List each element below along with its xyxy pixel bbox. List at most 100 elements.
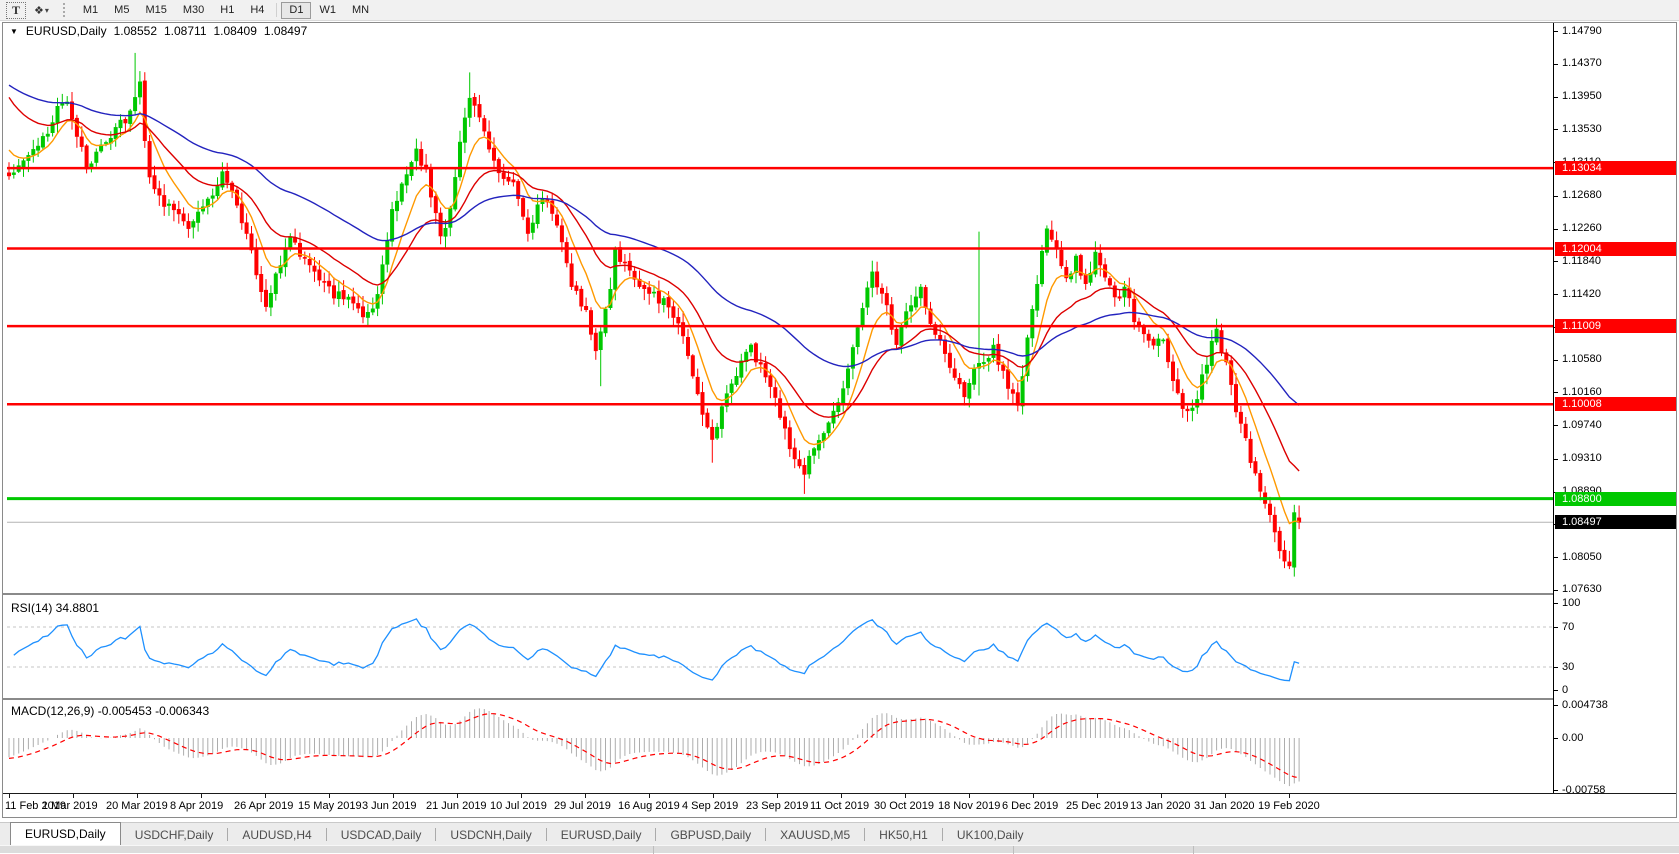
- chart-tab-audusd-h4[interactable]: AUDUSD,H4: [242, 827, 312, 842]
- rsi-indicator-label: RSI(14) 34.8801: [11, 601, 100, 615]
- tab-separator: [655, 828, 657, 841]
- date-axis-tick-label: 31 Jan 2020: [1194, 800, 1255, 812]
- date-axis-tick-label: 11 Feb 2019: [5, 800, 66, 812]
- chart-tab-xauusd-m5[interactable]: XAUUSD,M5: [780, 827, 851, 842]
- indicators-button[interactable]: ❖ ▾: [28, 2, 55, 19]
- price-axis-tick: [1554, 195, 1558, 197]
- price-axis-tick: [1554, 359, 1558, 361]
- price-axis-tick: [1554, 129, 1558, 131]
- timeframe-button-D1[interactable]: D1: [281, 1, 312, 19]
- macd-axis-tick-label: -0.00758: [1562, 783, 1606, 796]
- date-axis-tick-label: 30 Oct 2019: [874, 800, 934, 812]
- date-axis-tick: [905, 794, 906, 798]
- price-axis-tick: [1554, 31, 1558, 32]
- rsi-axis-tick: [1554, 690, 1558, 691]
- timeframe-button-H4[interactable]: H4: [250, 4, 265, 16]
- status-divider: [1193, 846, 1194, 854]
- price-axis-tick: [1554, 294, 1558, 296]
- rsi-axis-tick-label: 30: [1562, 660, 1575, 673]
- tab-separator: [435, 828, 437, 841]
- price-axis-tick-label: 1.14370: [1562, 57, 1602, 70]
- chart-tab-usdchf-daily[interactable]: USDCHF,Daily: [134, 827, 214, 842]
- rsi-axis-tick: [1554, 603, 1558, 604]
- ohlc-high: 1.08711: [164, 24, 207, 38]
- date-axis-tick: [1225, 794, 1226, 798]
- timeframe-button-W1[interactable]: W1: [319, 4, 336, 16]
- date-axis-tick: [969, 794, 970, 798]
- price-chart-canvas[interactable]: [7, 23, 1553, 593]
- chart-tab-hk50-h1[interactable]: HK50,H1: [879, 827, 928, 842]
- date-axis-tick: [201, 794, 202, 798]
- collapse-triangle-icon: ▼: [10, 26, 18, 36]
- rsi-axis-tick-label: 0: [1562, 683, 1569, 696]
- macd-axis-tick: [1554, 790, 1558, 791]
- rsi-axis-tick: [1554, 667, 1558, 668]
- chart-tab-usdcnh-daily[interactable]: USDCNH,Daily: [450, 827, 532, 842]
- price-axis: 1.147901.143701.139501.135301.131101.126…: [1553, 23, 1676, 796]
- price-axis-tick-label: 1.11420: [1562, 287, 1601, 300]
- timeframe-button-MN[interactable]: MN: [351, 4, 370, 16]
- ohlc-low: 1.08409: [213, 24, 257, 38]
- date-axis-tick: [265, 794, 266, 798]
- date-axis-tick-label: 4 Sep 2019: [682, 800, 739, 812]
- price-axis-tick-label: 1.12260: [1562, 222, 1602, 234]
- price-level-tag: 1.12004: [1555, 241, 1676, 256]
- symbol-title: EURUSD,Daily: [25, 24, 107, 38]
- date-axis-tick: [777, 794, 778, 798]
- macd-axis-tick: [1554, 705, 1558, 706]
- tab-separator: [227, 828, 229, 841]
- macd-axis-tick-label: 0.00: [1562, 731, 1584, 744]
- price-level-tag: 1.08497: [1555, 515, 1676, 530]
- price-level-tag: 1.13034: [1555, 161, 1676, 176]
- tab-separator: [864, 828, 866, 841]
- price-level-tag: 1.08800: [1555, 491, 1676, 506]
- text-tool-button[interactable]: T: [6, 1, 26, 19]
- price-axis-tick: [1554, 96, 1558, 98]
- top-toolbar: T ❖ ▾ M1 M5 M15 M30 H1 H4 D1 W1 MN: [0, 0, 1679, 21]
- toolbar-separator: [276, 3, 278, 17]
- rsi-indicator-canvas[interactable]: [7, 597, 1553, 697]
- chart-tab-bar: EURUSD,Daily USDCHF,Daily AUDUSD,H4 USDCAD,…: [0, 822, 1679, 845]
- timeframe-button-group: M1 M5 M15 M30 H1 H4 D1 W1 MN: [75, 1, 377, 19]
- rsi-axis-tick-label: 70: [1562, 620, 1575, 633]
- date-axis-tick: [585, 794, 586, 798]
- price-axis-tick-label: 1.07630: [1562, 583, 1602, 596]
- timeframe-button-M15[interactable]: M15: [145, 4, 167, 16]
- date-axis-tick: [9, 794, 10, 798]
- chart-window[interactable]: ▼ EURUSD,Daily 1.08552 1.08711 1.08409 1…: [2, 22, 1677, 818]
- date-axis: 11 Feb 2019 1 Mar 2019 20 Mar 2019 8 Apr 20…: [3, 793, 1676, 817]
- date-axis-tick: [393, 794, 394, 798]
- chart-tab-gbpusd-daily[interactable]: GBPUSD,Daily: [670, 827, 752, 842]
- date-axis-tick: [521, 794, 522, 798]
- tab-separator: [765, 828, 767, 841]
- chart-tab-usdcad-daily[interactable]: USDCAD,Daily: [340, 827, 422, 842]
- date-axis-tick-label: 11 Oct 2019: [810, 800, 870, 812]
- timeframe-button-M30[interactable]: M30: [182, 4, 205, 16]
- status-divider: [1013, 846, 1014, 854]
- date-axis-tick: [713, 794, 714, 798]
- date-axis-tick: [1033, 794, 1034, 798]
- timeframe-button-M1[interactable]: M1: [82, 4, 99, 16]
- date-axis-tick-label: 15 May 2019: [298, 800, 362, 812]
- pane-separator[interactable]: [3, 698, 1676, 700]
- chart-tab-eurusd-daily[interactable]: EURUSD,Daily: [560, 827, 642, 842]
- tab-separator: [545, 828, 547, 841]
- date-axis-tick: [1097, 794, 1098, 798]
- date-axis-tick-label: 26 Apr 2019: [234, 800, 294, 812]
- date-axis-tick: [649, 794, 650, 798]
- price-axis-tick: [1554, 228, 1558, 230]
- date-axis-tick: [457, 794, 458, 798]
- chart-tab-eurusd-daily[interactable]: EURUSD,Daily: [10, 822, 121, 845]
- price-axis-tick-label: 1.09310: [1562, 452, 1602, 465]
- chart-ohlc-header: ▼ EURUSD,Daily 1.08552 1.08711 1.08409 1…: [10, 24, 307, 38]
- ohlc-open: 1.08552: [113, 24, 157, 38]
- chart-tab-uk100-daily[interactable]: UK100,Daily: [956, 827, 1024, 842]
- pane-separator[interactable]: [3, 593, 1676, 595]
- date-axis-tick-label: 8 Apr 2019: [170, 800, 224, 812]
- price-level-tag: 1.11009: [1555, 319, 1676, 334]
- timeframe-button-M5[interactable]: M5: [114, 4, 130, 16]
- macd-indicator-canvas[interactable]: [7, 701, 1553, 793]
- timeframe-button-H1[interactable]: H1: [220, 4, 235, 16]
- macd-indicator-label: MACD(12,26,9) -0.005453 -0.006343: [11, 704, 210, 718]
